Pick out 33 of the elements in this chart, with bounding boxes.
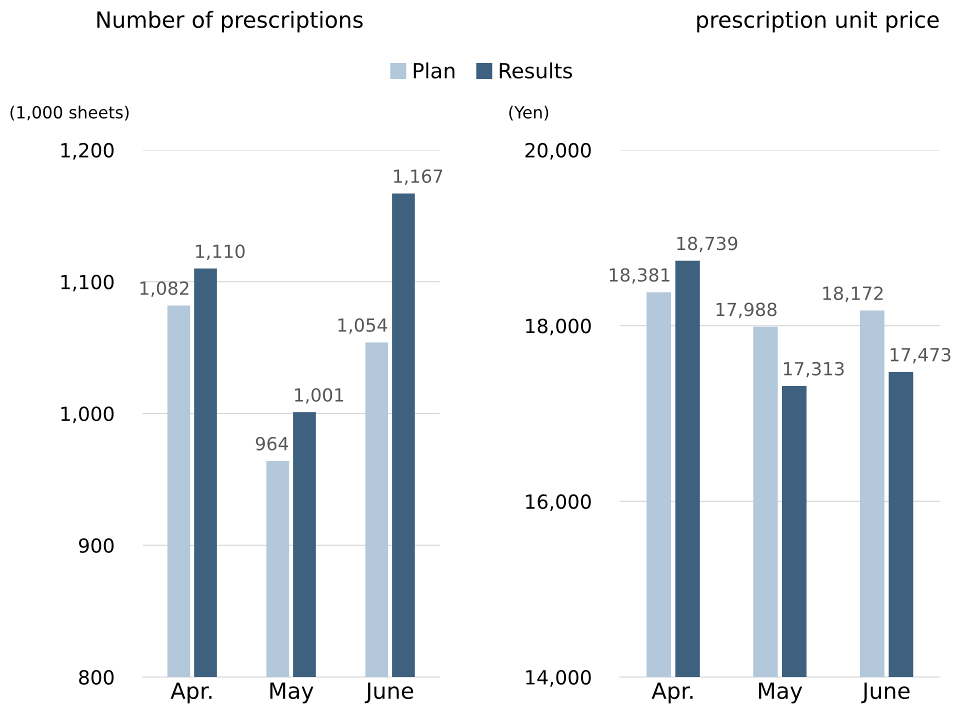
- data-label: 964: [256, 436, 288, 450]
- legend-label: Plan: [414, 62, 454, 79]
- data-label: 1,054: [338, 318, 388, 334]
- y-axis-title: (Yen): [509, 106, 548, 121]
- x-tick-label: June: [364, 682, 414, 704]
- x-tick-label: May: [270, 682, 314, 704]
- y-tick-label: 900: [79, 538, 114, 553]
- y-tick-label: 18,000: [526, 318, 591, 336]
- chart-title: prescription unit price: [697, 10, 939, 32]
- x-tick-label: Apr.: [652, 682, 693, 704]
- data-label: 1,167: [394, 169, 442, 185]
- data-label: 1,110: [196, 244, 245, 260]
- data-label: 1,082: [140, 281, 188, 297]
- data-label: 18,381: [610, 268, 670, 284]
- y-tick-label: 20,000: [525, 142, 591, 160]
- y-tick-label: 1,000: [61, 406, 114, 424]
- x-tick-label: June: [861, 682, 910, 704]
- data-label: 17,473: [890, 348, 950, 364]
- y-tick-label: 1,100: [61, 274, 114, 292]
- x-tick-label: May: [759, 682, 802, 704]
- data-label: 18,739: [677, 236, 738, 252]
- legend-label: Results: [500, 62, 572, 79]
- data-label: 18,172: [823, 286, 883, 302]
- x-tick-label: Apr.: [170, 682, 212, 704]
- y-tick-label: 16,000: [526, 494, 591, 511]
- y-axis-title: (1,000 sheets): [10, 106, 129, 121]
- chart-title: Number of prescriptions: [97, 10, 363, 32]
- y-tick-label: 1,200: [61, 142, 114, 160]
- y-tick-label: 800: [79, 670, 114, 685]
- data-label: 1,001: [295, 388, 344, 404]
- y-tick-label: 14,000: [526, 670, 591, 687]
- data-label: 17,313: [784, 362, 844, 378]
- data-label: 17,988: [716, 302, 777, 318]
